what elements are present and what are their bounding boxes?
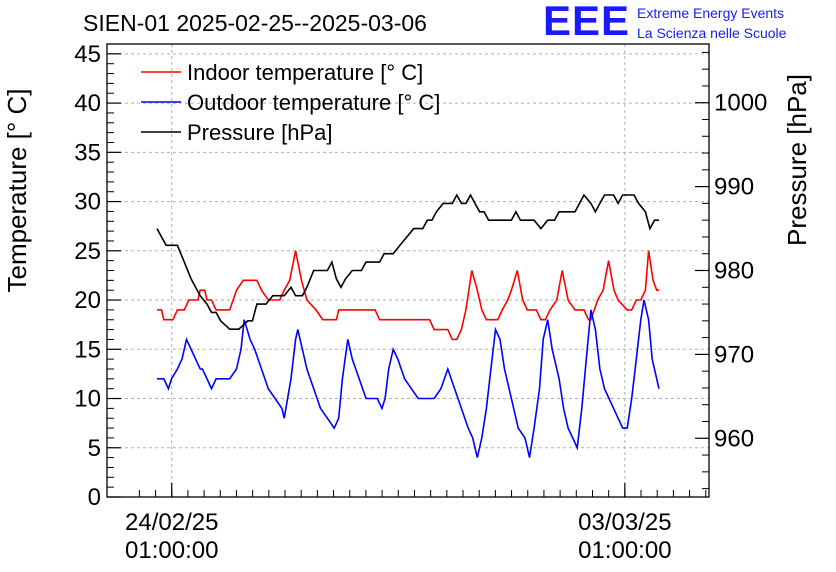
- tick-label-x-time-1: 01:00:00: [578, 537, 671, 564]
- tick-label-x-time-0: 01:00:00: [125, 537, 218, 564]
- tick-label-left-45: 45: [74, 41, 101, 68]
- legend-label-indoor: Indoor temperature [° C]: [187, 60, 423, 85]
- tick-label-left-35: 35: [74, 139, 101, 166]
- legend-label-pressure: Pressure [hPa]: [187, 120, 333, 145]
- series-lines: [156, 193, 660, 458]
- tick-label-left-20: 20: [74, 287, 101, 314]
- axis-ticks: [107, 51, 709, 498]
- tick-label-left-30: 30: [74, 189, 101, 216]
- legend: Indoor temperature [° C] Outdoor tempera…: [141, 60, 440, 145]
- legend-label-outdoor: Outdoor temperature [° C]: [187, 90, 440, 115]
- series-line-2: [156, 193, 659, 330]
- tick-label-right-970: 970: [714, 341, 754, 368]
- tick-label-right-960: 960: [714, 425, 754, 452]
- eee-logo-mark: EEE: [543, 0, 631, 44]
- tick-label-right-980: 980: [714, 258, 754, 285]
- tick-label-left-0: 0: [88, 484, 101, 511]
- tick-labels: 0 5 10 15 20 25 30 35 40 45 960 970 980 990 1000 24/02/…: [74, 41, 767, 564]
- y-axis-label-left: Temperature [° C]: [2, 88, 32, 292]
- tick-label-right-990: 990: [714, 174, 754, 201]
- eee-logo-line-2: La Scienza nelle Scuole: [637, 25, 787, 41]
- eee-logo-line-1: Extreme Energy Events: [637, 5, 785, 21]
- tick-label-left-5: 5: [88, 435, 101, 462]
- tick-label-x-date-1: 03/03/25: [578, 509, 671, 536]
- tick-label-x-date-0: 24/02/25: [125, 509, 218, 536]
- tick-label-left-10: 10: [74, 386, 101, 413]
- series-line-0: [157, 250, 659, 341]
- y-axis-label-right: Pressure [hPa]: [782, 74, 812, 246]
- tick-label-left-15: 15: [74, 336, 101, 363]
- chart-title: SIEN-01 2025-02-25--2025-03-06: [83, 10, 427, 36]
- grid-lines: [107, 44, 709, 497]
- tick-label-left-40: 40: [74, 90, 101, 117]
- series-line-1: [157, 299, 660, 458]
- tick-label-right-1000: 1000: [714, 90, 767, 117]
- tick-label-left-25: 25: [74, 238, 101, 265]
